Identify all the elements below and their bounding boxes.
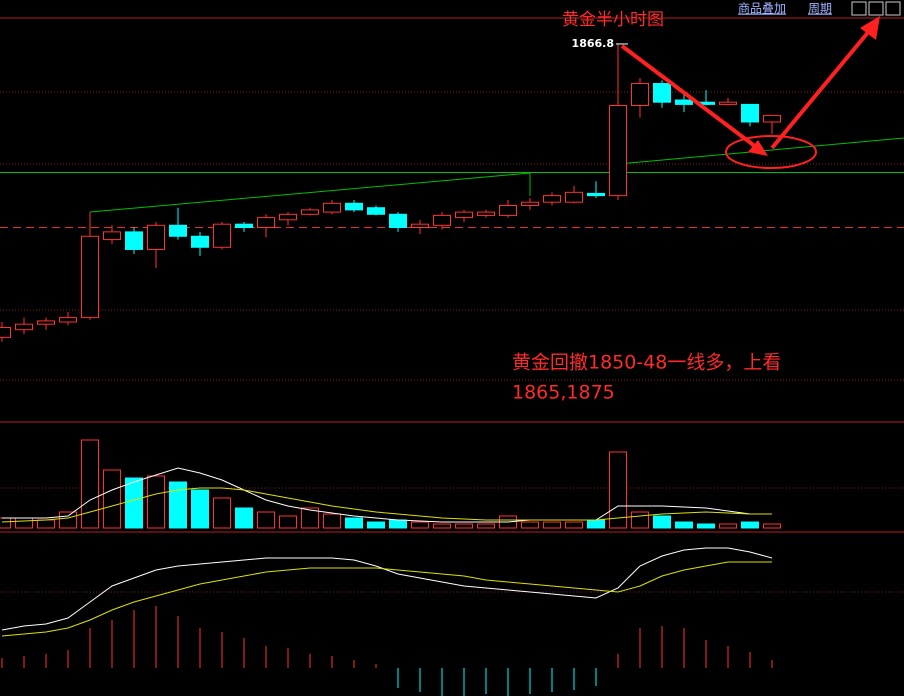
candle-body xyxy=(147,224,165,250)
candle-body xyxy=(191,235,209,248)
candle-body xyxy=(389,213,407,228)
volume-bar xyxy=(125,477,143,529)
indicator-line xyxy=(2,467,772,523)
candle-body xyxy=(587,192,605,197)
candle-body xyxy=(15,323,33,331)
volume-bar xyxy=(301,507,319,529)
candle-body xyxy=(763,114,781,123)
volume-bar xyxy=(543,521,561,529)
indicator-line xyxy=(1,547,773,631)
highlight-ellipse xyxy=(725,135,817,169)
arrow-head xyxy=(860,16,880,40)
volume-bar xyxy=(257,511,275,529)
volume-bar xyxy=(675,521,693,529)
volume-bar xyxy=(367,521,385,529)
volume-bar xyxy=(653,515,671,529)
volume-bar xyxy=(411,521,429,529)
candle-body xyxy=(301,209,319,215)
toolbar-icons[interactable] xyxy=(851,1,901,16)
volume-bar xyxy=(15,517,33,529)
volume-bar xyxy=(631,511,649,529)
indicator-line xyxy=(1,561,772,637)
volume-bar xyxy=(147,475,165,529)
volume-bar xyxy=(103,469,121,529)
volume-bar xyxy=(59,511,77,529)
candle-body xyxy=(279,213,297,221)
toolbar-button[interactable]: 周期 xyxy=(808,2,832,16)
candle-body xyxy=(675,99,693,105)
arrow xyxy=(620,44,762,152)
candle-body xyxy=(741,103,759,123)
volume-bar xyxy=(0,517,11,529)
candle-body xyxy=(0,326,11,338)
volume-bar xyxy=(81,439,99,529)
volume-bar xyxy=(235,507,253,529)
volume-bar xyxy=(477,523,495,529)
volume-bar xyxy=(697,523,715,529)
volume-bar xyxy=(169,481,187,529)
candle-body xyxy=(653,83,671,103)
volume-bar xyxy=(213,497,231,529)
icon[interactable] xyxy=(851,1,867,16)
volume-bar xyxy=(609,451,627,529)
volume-bar xyxy=(37,519,55,529)
candle-body xyxy=(81,235,99,319)
chart-title: 黄金半小时图 xyxy=(562,10,664,30)
candle-body xyxy=(59,317,77,323)
icon[interactable] xyxy=(868,1,884,16)
candle-body xyxy=(125,231,143,250)
candle-body xyxy=(719,101,737,105)
candle-body xyxy=(499,205,517,216)
volume-bar xyxy=(719,523,737,529)
arrow-head xyxy=(748,140,768,156)
volume-bar xyxy=(565,521,583,529)
candle-body xyxy=(631,83,649,107)
volume-bar xyxy=(741,521,759,529)
candle-body xyxy=(213,223,231,248)
candle-body xyxy=(521,201,539,207)
volume-bar xyxy=(521,521,539,529)
volume-bar xyxy=(191,489,209,529)
candle-body xyxy=(455,211,473,219)
candle-body xyxy=(323,202,341,213)
annotation: 1865,1875 xyxy=(512,382,615,404)
volume-bar xyxy=(763,523,781,529)
plot: 1866.8 xyxy=(0,37,904,696)
volume-bar xyxy=(389,519,407,529)
candle-body xyxy=(37,320,55,325)
toolbar-button[interactable]: 商品叠加 xyxy=(738,1,786,16)
candle-body xyxy=(367,207,385,215)
candle-body xyxy=(565,191,583,203)
volume-bar xyxy=(433,523,451,529)
volume-bar xyxy=(279,515,297,529)
candle-body xyxy=(411,223,429,228)
volume-bar xyxy=(323,513,341,529)
candle-body xyxy=(609,105,627,197)
candle-body xyxy=(103,231,121,241)
volume-bar xyxy=(587,519,605,529)
candle-body xyxy=(257,217,275,228)
candle-body xyxy=(543,195,561,203)
arrow xyxy=(770,28,872,150)
candle-body xyxy=(235,223,253,228)
volume-bar xyxy=(345,517,363,529)
volume-bar xyxy=(455,523,473,529)
candle-body xyxy=(477,211,495,216)
candle-body xyxy=(433,214,451,226)
indicator-line xyxy=(1,487,772,523)
candle-body xyxy=(345,202,363,211)
icon[interactable] xyxy=(885,1,901,16)
candle-body xyxy=(169,224,187,237)
high-label: 1866.8 xyxy=(572,37,614,50)
annotation: 黄金回撤1850-48一线多，上看 xyxy=(512,352,781,374)
